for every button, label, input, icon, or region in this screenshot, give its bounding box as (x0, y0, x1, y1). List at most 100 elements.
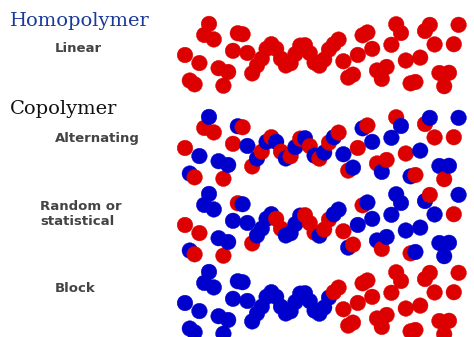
Circle shape (340, 163, 356, 178)
Circle shape (398, 223, 414, 238)
Text: Alternating: Alternating (55, 132, 140, 145)
Circle shape (273, 144, 289, 159)
Circle shape (273, 221, 289, 237)
Circle shape (297, 207, 313, 223)
Circle shape (278, 151, 293, 166)
Circle shape (441, 65, 457, 81)
Circle shape (393, 195, 409, 211)
Circle shape (336, 147, 351, 162)
Circle shape (379, 229, 394, 245)
Circle shape (417, 193, 433, 209)
Circle shape (288, 46, 303, 62)
Circle shape (388, 110, 404, 125)
Circle shape (191, 303, 207, 319)
Circle shape (211, 308, 227, 324)
Circle shape (350, 295, 365, 311)
Circle shape (311, 306, 327, 321)
Circle shape (254, 221, 270, 237)
Circle shape (355, 28, 370, 43)
Circle shape (355, 121, 370, 136)
Circle shape (297, 130, 313, 146)
Circle shape (321, 135, 337, 150)
Circle shape (321, 212, 337, 227)
Circle shape (235, 196, 250, 212)
Circle shape (432, 235, 447, 251)
Circle shape (220, 312, 236, 328)
Circle shape (288, 294, 303, 310)
Circle shape (408, 74, 423, 90)
Circle shape (239, 138, 255, 154)
Circle shape (379, 307, 394, 323)
Circle shape (206, 125, 222, 140)
Circle shape (374, 164, 390, 180)
Circle shape (412, 50, 428, 65)
Circle shape (451, 17, 466, 33)
Circle shape (331, 32, 346, 48)
Circle shape (288, 216, 303, 232)
Circle shape (360, 25, 375, 40)
Circle shape (211, 60, 227, 76)
Circle shape (441, 313, 457, 329)
Circle shape (297, 285, 313, 301)
Circle shape (446, 36, 462, 52)
Circle shape (403, 324, 419, 337)
Circle shape (307, 148, 322, 163)
Circle shape (317, 52, 332, 67)
Circle shape (220, 157, 236, 173)
Circle shape (249, 151, 265, 166)
Circle shape (369, 233, 385, 248)
Circle shape (196, 120, 212, 136)
Circle shape (177, 47, 193, 63)
Circle shape (225, 291, 241, 307)
Circle shape (196, 275, 212, 291)
Circle shape (398, 53, 414, 68)
Circle shape (432, 158, 447, 174)
Circle shape (239, 293, 255, 309)
Circle shape (317, 300, 332, 315)
Circle shape (422, 110, 438, 126)
Circle shape (259, 289, 274, 305)
Circle shape (196, 27, 212, 43)
Circle shape (365, 289, 380, 305)
Circle shape (225, 43, 241, 59)
Circle shape (182, 73, 198, 88)
Circle shape (437, 79, 452, 94)
Circle shape (365, 134, 380, 150)
Circle shape (331, 125, 346, 141)
Circle shape (451, 110, 466, 126)
Circle shape (412, 143, 428, 158)
Circle shape (383, 130, 399, 146)
Circle shape (383, 207, 399, 223)
Circle shape (317, 145, 332, 160)
Text: Homopolymer: Homopolymer (10, 12, 150, 30)
Circle shape (230, 118, 246, 134)
Circle shape (273, 51, 289, 66)
Circle shape (383, 37, 399, 53)
Circle shape (326, 284, 342, 300)
Circle shape (259, 134, 274, 150)
Circle shape (268, 41, 284, 57)
Circle shape (446, 284, 462, 300)
Circle shape (230, 273, 246, 289)
Circle shape (432, 65, 447, 81)
Circle shape (311, 151, 327, 166)
Circle shape (245, 236, 260, 251)
Circle shape (182, 321, 198, 336)
Circle shape (427, 37, 442, 52)
Circle shape (345, 237, 361, 252)
Circle shape (350, 47, 365, 63)
Circle shape (182, 166, 198, 181)
Circle shape (302, 215, 318, 231)
Circle shape (379, 59, 394, 75)
Circle shape (340, 70, 356, 85)
Circle shape (408, 167, 423, 183)
Circle shape (360, 273, 375, 288)
Circle shape (187, 247, 202, 262)
Circle shape (317, 222, 332, 237)
Circle shape (201, 16, 217, 32)
Circle shape (249, 227, 265, 243)
Circle shape (273, 299, 289, 314)
Circle shape (355, 276, 370, 291)
Circle shape (336, 302, 351, 317)
Circle shape (451, 265, 466, 281)
